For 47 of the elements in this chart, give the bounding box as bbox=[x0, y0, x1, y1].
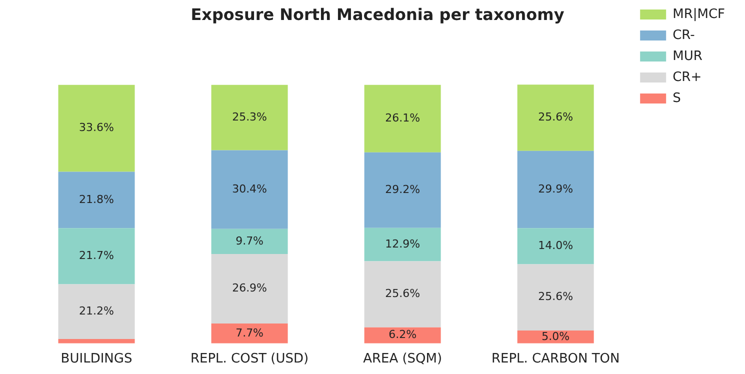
x-tick-label: REPL. CARBON TON bbox=[491, 352, 620, 367]
bar bbox=[517, 228, 594, 264]
legend-label: S bbox=[672, 90, 681, 106]
bar bbox=[58, 172, 135, 228]
x-tick-label: REPL. COST (USD) bbox=[190, 352, 309, 367]
bar bbox=[58, 84, 135, 172]
legend-label: CR+ bbox=[672, 70, 702, 85]
data-label: 30.4% bbox=[232, 182, 268, 196]
bar bbox=[364, 261, 441, 328]
x-tick-label: BUILDINGS bbox=[60, 352, 132, 367]
data-label: 25.3% bbox=[232, 110, 268, 124]
data-label: 21.2% bbox=[79, 304, 114, 318]
bar bbox=[58, 339, 135, 344]
bar bbox=[211, 84, 288, 150]
data-label: 5.0% bbox=[542, 330, 570, 343]
bar bbox=[211, 228, 288, 254]
bar bbox=[517, 264, 594, 330]
bar bbox=[58, 228, 135, 284]
data-label: 21.8% bbox=[79, 192, 114, 206]
data-label: 25.6% bbox=[385, 287, 420, 300]
bar bbox=[517, 150, 594, 228]
data-label: 25.6% bbox=[538, 110, 574, 124]
legend-label: MUR bbox=[672, 48, 702, 64]
bar bbox=[211, 150, 288, 229]
data-label: 7.7% bbox=[236, 326, 264, 340]
bar bbox=[211, 254, 288, 324]
data-label: 12.9% bbox=[385, 237, 420, 250]
data-label: 21.7% bbox=[79, 249, 114, 262]
data-label: 29.2% bbox=[385, 182, 420, 196]
data-label: 6.2% bbox=[388, 328, 417, 342]
data-label: 33.6% bbox=[79, 121, 114, 134]
legend-label: CR- bbox=[672, 28, 696, 43]
data-label: 25.6% bbox=[538, 290, 574, 304]
data-label: 14.0% bbox=[538, 239, 574, 252]
x-tick-label: AREA (SQM) bbox=[363, 352, 442, 367]
data-label: 26.9% bbox=[232, 282, 268, 295]
bar bbox=[364, 228, 441, 262]
legend-label: MR|MCF bbox=[672, 6, 726, 22]
chart-title: Exposure North Macedonia per taxonomy bbox=[190, 4, 565, 24]
data-label: 26.1% bbox=[385, 111, 420, 124]
bar bbox=[364, 152, 441, 228]
data-label: 29.9% bbox=[538, 182, 574, 196]
bar bbox=[211, 323, 288, 344]
data-label: 9.7% bbox=[236, 234, 264, 248]
bar bbox=[58, 284, 135, 340]
bar bbox=[517, 84, 594, 151]
bar bbox=[364, 84, 441, 152]
